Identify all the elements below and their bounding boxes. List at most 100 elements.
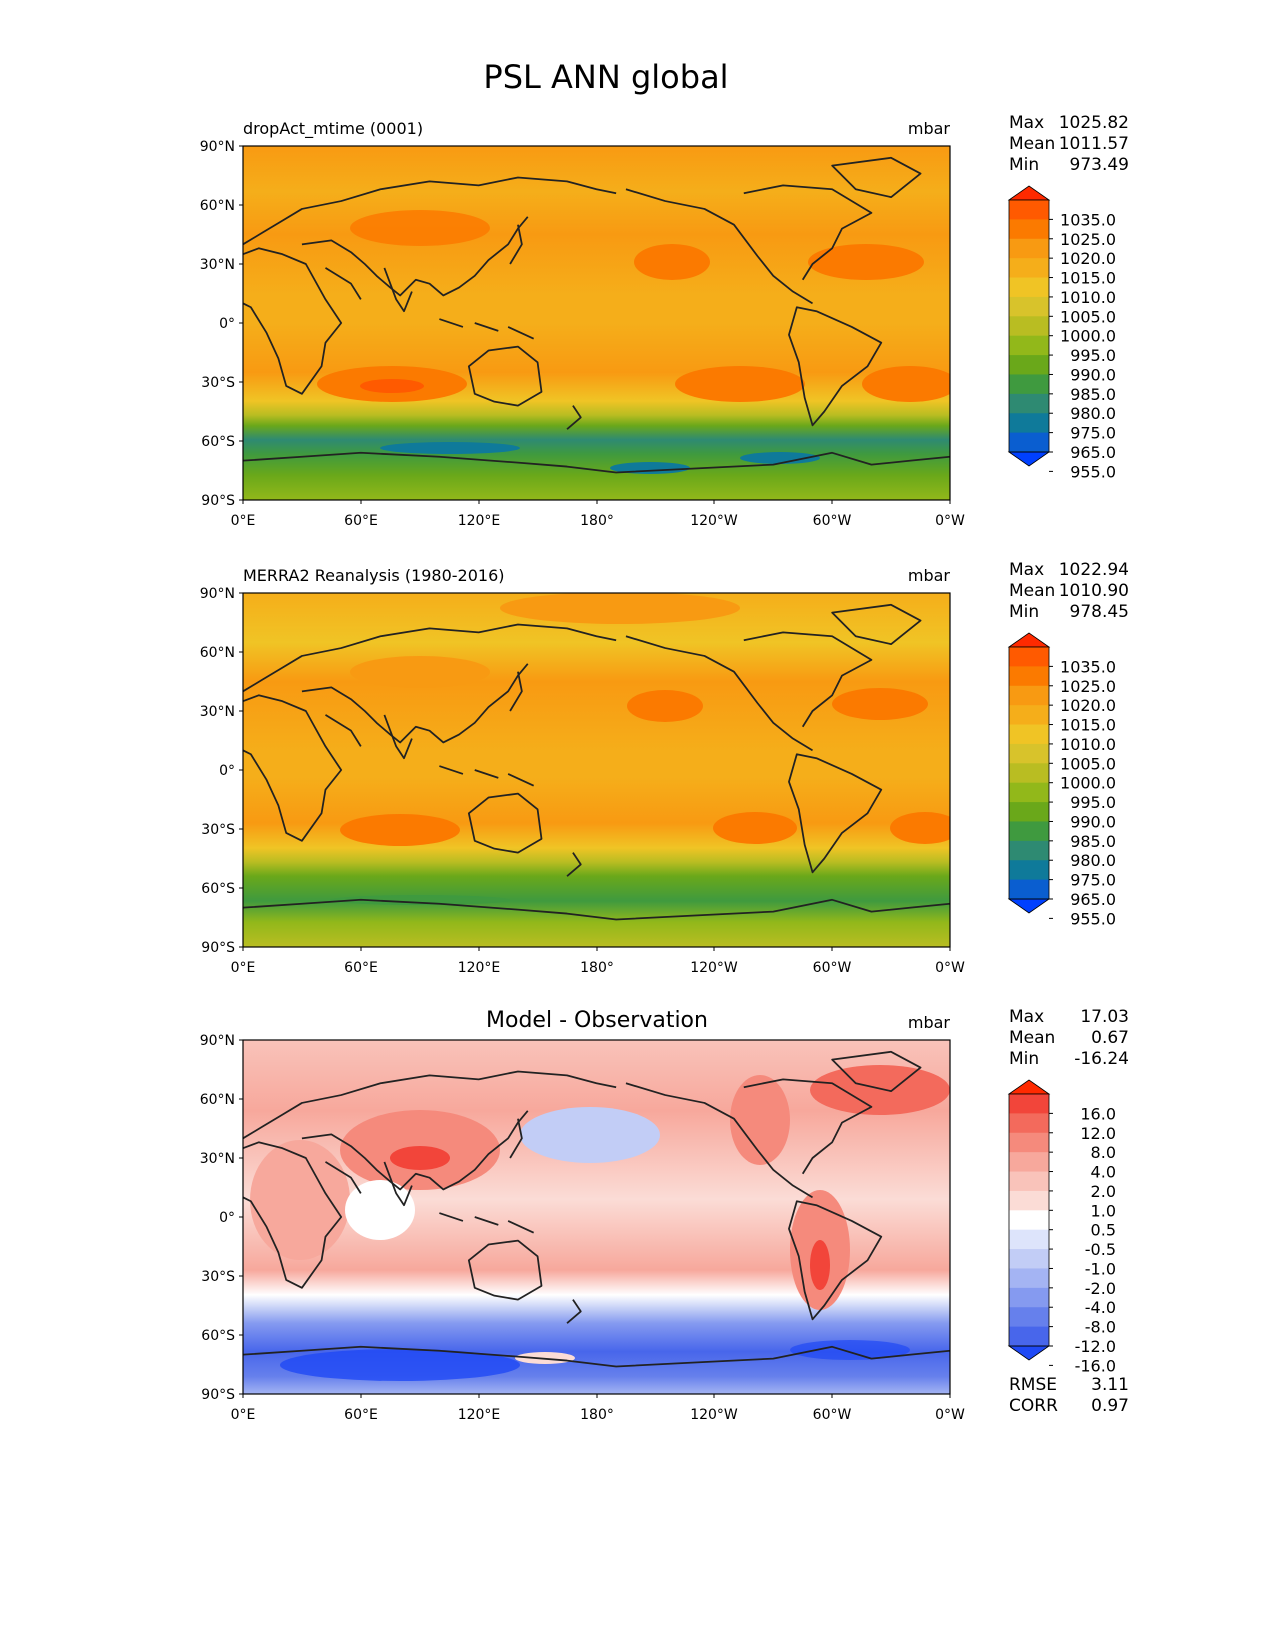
panel-1-xtick-120e: 120°E (458, 513, 501, 529)
panel-1: dropAct_mtime (0001) mbar 90°N (200, 113, 1129, 529)
panel-1-ytick-30n: 30°N (200, 257, 235, 273)
panel-1-ytick-60s: 60°S (201, 434, 235, 450)
colorbar-label: -16.0 (1075, 1356, 1116, 1375)
panel-1-xtick-60w: 60°W (813, 513, 852, 529)
panel-2-mean-value: 1010.90 (1059, 581, 1129, 601)
panel-2-colorbar: 1035.01025.01020.01015.01010.01005.01000… (1007, 632, 1116, 928)
panel-1-max-label: Max (1009, 113, 1044, 133)
panel-1-min-value: 973.49 (1070, 155, 1129, 175)
panel-2-min-label: Min (1009, 602, 1039, 622)
colorbar-label: 990.0 (1070, 812, 1116, 831)
panel-1-ytick-0: 0° (219, 316, 235, 332)
colorbar-segment (1009, 1171, 1049, 1192)
colorbar-label: 965.0 (1070, 443, 1116, 462)
colorbar-outline (1008, 1093, 1050, 1347)
colorbar-segment (1009, 821, 1049, 842)
colorbar-segment (1009, 296, 1049, 317)
colorbar-segment (1009, 432, 1049, 453)
colorbar-label: 4.0 (1091, 1163, 1116, 1182)
colorbar-outline (1008, 199, 1050, 453)
colorbar-label: 975.0 (1070, 424, 1116, 443)
colorbar-label: 1010.0 (1060, 288, 1116, 307)
colorbar-label: 980.0 (1070, 404, 1116, 423)
panel-1-high-north-atlantic (808, 244, 924, 280)
panel-3-mean-label: Mean (1009, 1028, 1055, 1048)
panel-2-ytick-90n: 90°N (200, 586, 235, 602)
panel-3-ytick-60n: 60°N (200, 1092, 235, 1108)
panel-3-metrics: RMSE 3.11 CORR 0.97 (1009, 1375, 1129, 1416)
panel-2-ytick-90s: 90°S (201, 940, 235, 956)
panel-3-ytick-30s: 30°S (201, 1269, 235, 1285)
panel-1-xtick-0w: 0°W (935, 513, 965, 529)
panel-3-pos-tibet (390, 1146, 450, 1170)
panel-2-xtick-180: 180° (580, 960, 614, 976)
colorbar-label: 1020.0 (1060, 696, 1116, 715)
colorbar-segment (1009, 200, 1049, 220)
panel-1-xtick-0e: 0°E (231, 513, 256, 529)
colorbar-segment (1009, 355, 1049, 375)
panel-3-max-value: 17.03 (1080, 1007, 1129, 1027)
colorbar-segment (1009, 316, 1049, 337)
panel-1-map (243, 146, 950, 500)
panel-2-axes: 90°N 60°N 30°N 0° 30°S 60°S 90°S 0°E 60°… (200, 586, 965, 976)
panel-2-map (243, 593, 950, 947)
panel-3-xtick-0w: 0°W (935, 1407, 965, 1423)
colorbar-segment (1009, 802, 1049, 822)
colorbar-segment (1009, 763, 1049, 784)
panel-3-colorbar: 16.012.08.04.02.01.00.5-0.5-1.0-2.0-4.0-… (1007, 1079, 1116, 1375)
colorbar-segment (1009, 840, 1049, 861)
colorbar-segment (1009, 724, 1049, 745)
panel-1-min-label: Min (1009, 155, 1039, 175)
panel-2-mean-label: Mean (1009, 581, 1055, 601)
colorbar-segment (1009, 743, 1049, 764)
colorbar-label: 1035.0 (1060, 210, 1116, 229)
colorbar-segment (1009, 860, 1049, 881)
panel-3-neg-antarctica-east (280, 1349, 520, 1381)
panel-1-mean-value: 1011.57 (1059, 134, 1129, 154)
colorbar-segment (1009, 1152, 1049, 1172)
panel-3-xtick-60w: 60°W (813, 1407, 852, 1423)
colorbar-segment (1009, 879, 1049, 900)
colorbar-segment (1009, 413, 1049, 434)
panel-1-low-southern-ocean-b (740, 452, 820, 464)
panel-2-xtick-60e: 60°E (344, 960, 378, 976)
colorbar-segment (1009, 1229, 1049, 1250)
panel-3-ytick-90s: 90°S (201, 1387, 235, 1403)
panel-1-high-south-atlantic (862, 366, 950, 402)
colorbar-segment (1009, 782, 1049, 803)
colorbar-label: 995.0 (1070, 346, 1116, 365)
colorbar-label: 1035.0 (1060, 657, 1116, 676)
colorbar-label: 12.0 (1080, 1124, 1116, 1143)
panel-3-neg-north-pacific (520, 1107, 660, 1163)
panel-1-ytick-30s: 30°S (201, 375, 235, 391)
panel-3-neg-antarctica-west (790, 1340, 910, 1360)
panel-3-ytick-30n: 30°N (200, 1151, 235, 1167)
colorbar-label: -8.0 (1085, 1318, 1116, 1337)
colorbar-label: 1000.0 (1060, 774, 1116, 793)
panel-2-high-siberia (350, 656, 490, 688)
colorbar-segment (1009, 238, 1049, 259)
panel-3-ytick-60s: 60°S (201, 1328, 235, 1344)
panel-3-pos-greenland (810, 1065, 950, 1115)
colorbar-extend-bottom (1007, 898, 1051, 914)
panel-1-title: dropAct_mtime (0001) (243, 119, 423, 139)
panel-3-min-label: Min (1009, 1049, 1039, 1069)
panel-3-pos-africa (250, 1140, 350, 1260)
colorbar-label: 1015.0 (1060, 716, 1116, 735)
colorbar-label: 965.0 (1070, 890, 1116, 909)
colorbar-extend-top (1007, 1079, 1051, 1095)
panel-2-high-south-pacific (713, 812, 797, 844)
panel-3-title: Model - Observation (486, 1008, 708, 1033)
colorbar-label: 1015.0 (1060, 269, 1116, 288)
colorbar-segment (1009, 1307, 1049, 1328)
panel-1-mean-label: Mean (1009, 134, 1055, 154)
colorbar-extend-top (1007, 632, 1051, 648)
panel-3-xtick-180: 180° (580, 1407, 614, 1423)
panel-1-high-south-pacific (675, 366, 805, 402)
panel-1-ytick-60n: 60°N (200, 198, 235, 214)
colorbar-segment (1009, 258, 1049, 278)
panel-2-high-north-atlantic (832, 688, 928, 720)
panel-1-low-southern-ocean-a (380, 442, 520, 454)
colorbar-segment (1009, 705, 1049, 725)
colorbar-label: 990.0 (1070, 365, 1116, 384)
